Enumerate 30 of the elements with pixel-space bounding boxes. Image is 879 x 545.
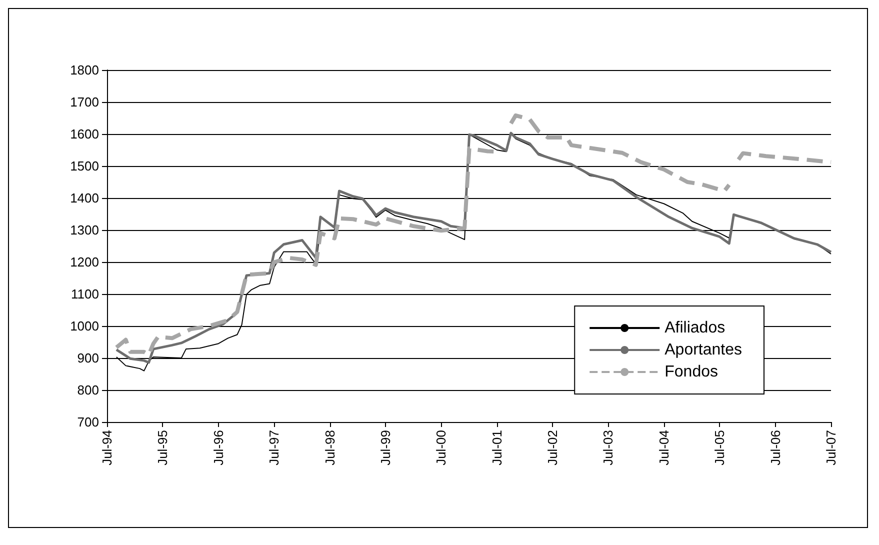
y-tick-label: 1100 [71,286,99,302]
x-tick-label: Jul-98 [322,430,338,466]
x-tick-label: Jul-07 [824,430,838,466]
y-tick-label: 1800 [70,62,99,78]
x-tick-label: Jul-05 [712,430,728,466]
y-tick-label: 1300 [70,222,99,238]
y-tick-label: 800 [77,382,99,398]
chart-frame: 700 800 900 1000 1100 1200 1300 1400 1500 1600 1700 1800 Jul-94 Jul-95 Jul-96 Jul-97 Jul-98 Jul-99 Jul-00 Jul-01 Jul-02 Jul-03 Jul-04 Jul-05 Jul-06 Jul-07 Afiliados Aportantes Fondos [8,8,868,528]
x-tick-label: Jul-95 [155,430,170,466]
x-tick-label: Jul-99 [378,430,393,466]
y-tick-label: 1000 [70,318,99,334]
y-tick-label: 900 [77,350,99,366]
x-tick-label: Jul-97 [266,430,282,466]
x-tick-label: Jul-03 [600,430,616,466]
x-tick-label: Jul-00 [434,430,449,466]
y-tick-label: 1500 [70,158,99,174]
x-tick-label: Jul-06 [768,430,783,466]
x-tick-label: Jul-96 [210,430,226,466]
x-tick-label: Jul-94 [100,430,114,466]
legend-label: Fondos [664,364,718,380]
y-tick-label: 1200 [70,254,99,270]
y-tick-label: 1400 [70,190,99,206]
y-tick-label: 1700 [70,94,99,110]
x-tick-label: Jul-01 [489,430,504,466]
x-tick-label: Jul-02 [545,430,560,466]
y-tick-label: 1600 [70,126,99,142]
x-tick-label: Jul-04 [656,430,672,466]
y-tick-label: 700 [77,414,99,430]
legend-label: Aportantes [664,342,742,358]
legend-label: Afiliados [664,320,726,336]
